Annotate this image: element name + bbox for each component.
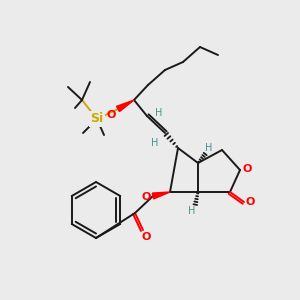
Text: H: H	[205, 143, 213, 153]
Text: O: O	[242, 164, 252, 174]
Text: H: H	[151, 138, 159, 148]
Text: Si: Si	[90, 112, 104, 125]
Text: O: O	[141, 232, 151, 242]
Polygon shape	[116, 100, 134, 112]
Text: O: O	[245, 197, 255, 207]
Text: H: H	[188, 206, 196, 216]
Text: H: H	[155, 108, 163, 118]
Text: O: O	[106, 110, 116, 120]
Polygon shape	[152, 192, 170, 199]
Text: O: O	[141, 192, 151, 202]
